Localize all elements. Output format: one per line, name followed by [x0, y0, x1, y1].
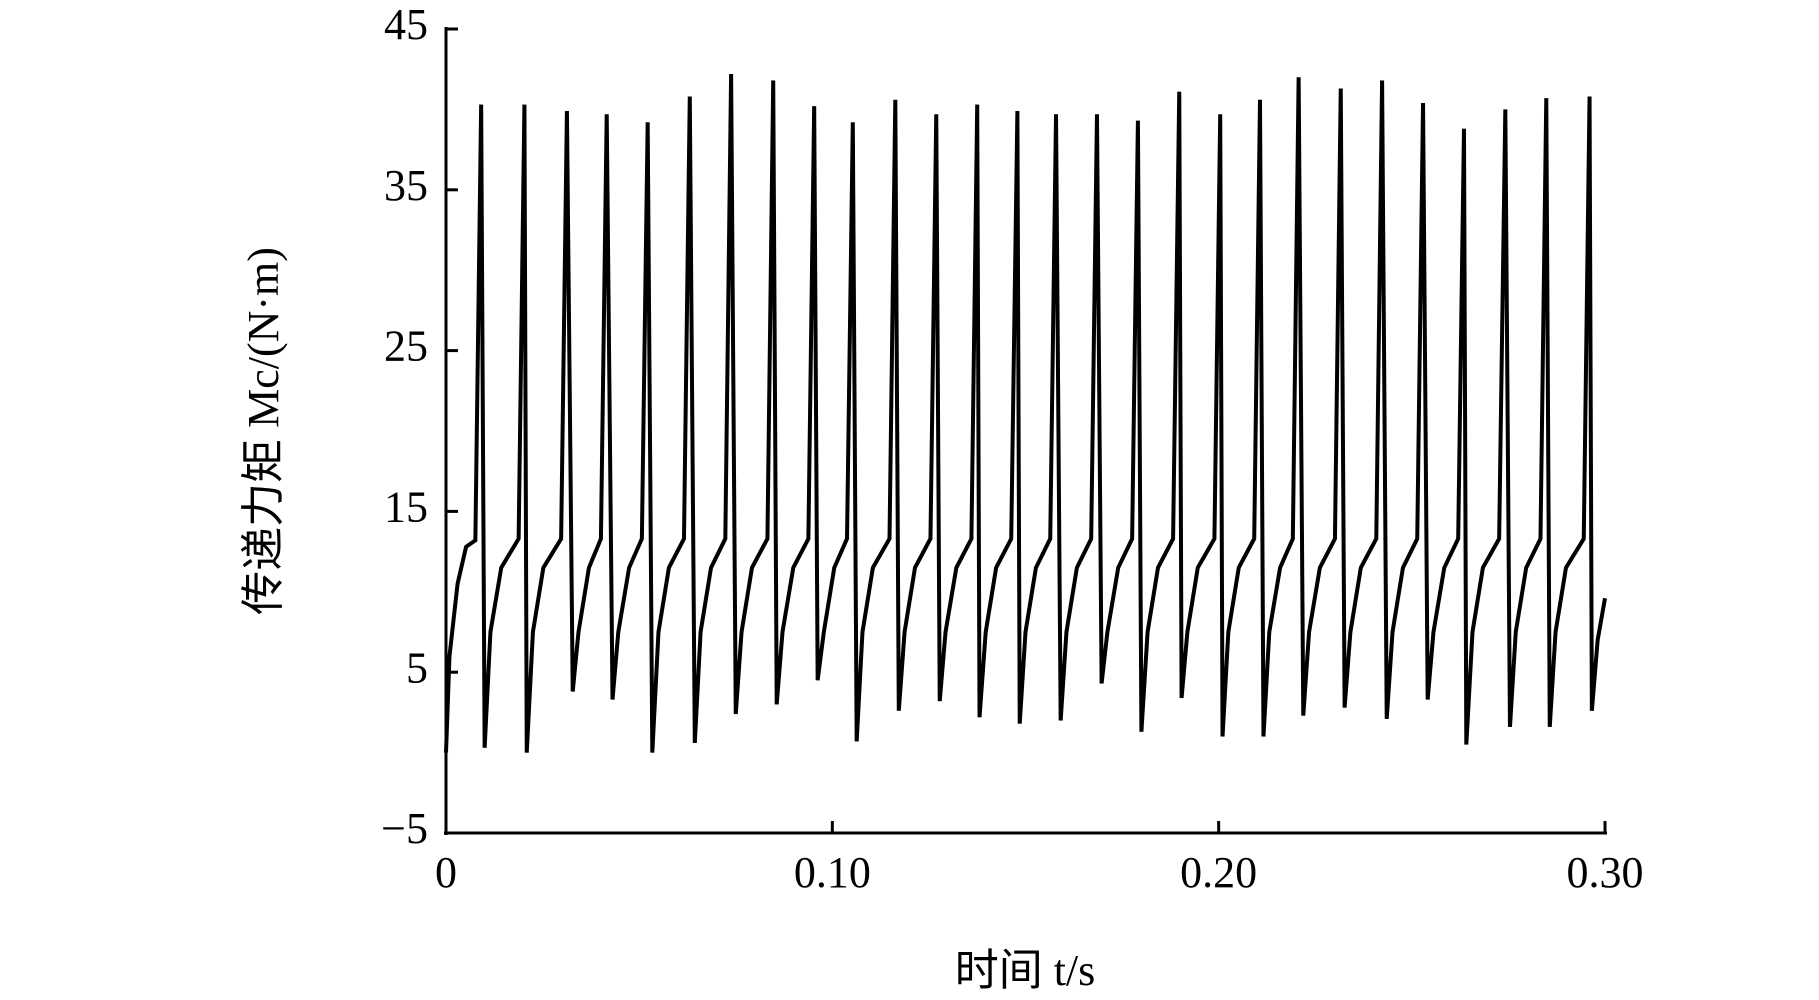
x-tick-label: 0.10 [794, 848, 871, 897]
y-tick-label: 15 [384, 482, 428, 531]
y-axis-label: 传递力矩 Mc/(N·m) [239, 247, 288, 615]
y-tick-label: 35 [384, 161, 428, 210]
y-tick-label: 5 [406, 643, 428, 692]
x-tick-label: 0.20 [1180, 848, 1257, 897]
y-tick-label: 45 [384, 0, 428, 49]
data-line [444, 73, 1607, 753]
x-tick-label: 0 [435, 848, 457, 897]
y-tick-label: 25 [384, 322, 428, 371]
y-tick-label: −5 [381, 804, 428, 853]
x-axis-label: 时间 t/s [955, 946, 1096, 995]
x-tick-label: 0.30 [1567, 848, 1644, 897]
